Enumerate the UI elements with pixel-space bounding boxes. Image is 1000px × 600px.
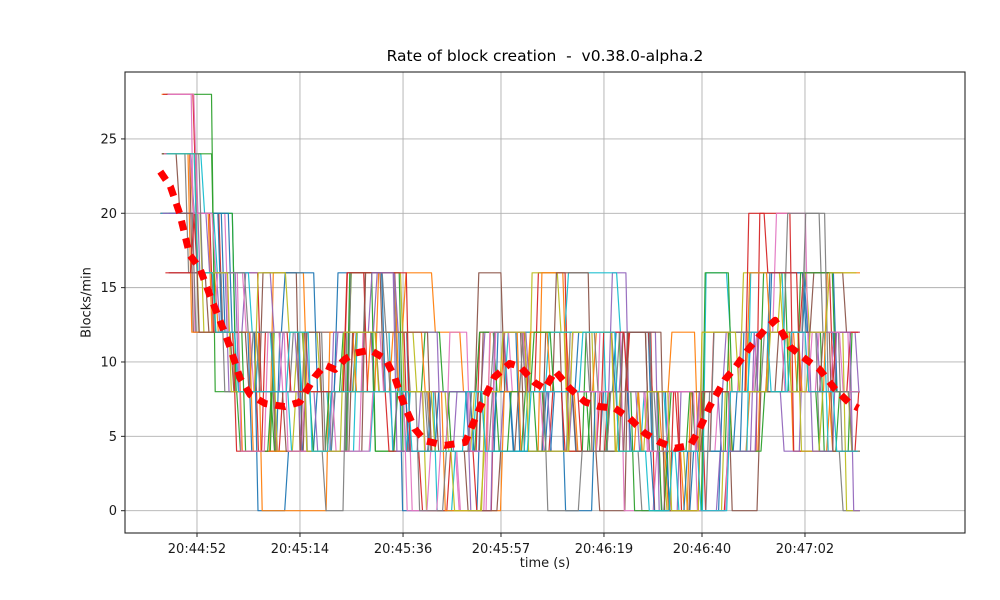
svg-text:20:46:40: 20:46:40 bbox=[673, 542, 731, 557]
svg-text:20:45:36: 20:45:36 bbox=[374, 542, 432, 557]
svg-text:20:45:14: 20:45:14 bbox=[271, 542, 329, 557]
svg-text:5: 5 bbox=[109, 430, 117, 445]
svg-text:10: 10 bbox=[100, 355, 117, 370]
x-axis-label: time (s) bbox=[519, 556, 571, 571]
svg-text:20:44:52: 20:44:52 bbox=[168, 542, 226, 557]
svg-text:20:45:57: 20:45:57 bbox=[472, 542, 530, 557]
chart-title: Rate of block creation - v0.38.0-alpha.2 bbox=[386, 47, 704, 65]
svg-text:20:46:19: 20:46:19 bbox=[575, 542, 633, 557]
svg-text:20: 20 bbox=[100, 207, 117, 222]
svg-text:0: 0 bbox=[109, 504, 117, 519]
svg-text:25: 25 bbox=[100, 132, 117, 147]
y-axis-label: Blocks/min bbox=[79, 267, 95, 338]
svg-text:15: 15 bbox=[100, 281, 117, 296]
svg-text:20:47:02: 20:47:02 bbox=[776, 542, 834, 557]
